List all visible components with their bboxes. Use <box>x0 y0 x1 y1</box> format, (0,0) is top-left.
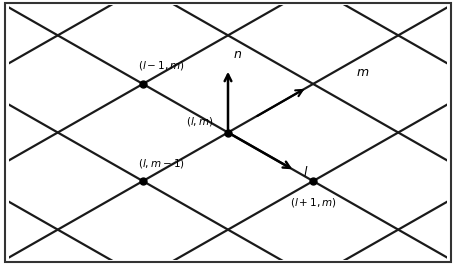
Text: $(l,m-1)$: $(l,m-1)$ <box>137 157 184 170</box>
Text: $m$: $m$ <box>355 66 368 79</box>
Text: $(l,m)$: $(l,m)$ <box>186 115 213 128</box>
Text: $n$: $n$ <box>233 48 242 61</box>
Text: $(l+1,m)$: $(l+1,m)$ <box>289 196 336 209</box>
Text: $l$: $l$ <box>303 165 308 179</box>
Text: $(l-1,m)$: $(l-1,m)$ <box>137 59 184 72</box>
